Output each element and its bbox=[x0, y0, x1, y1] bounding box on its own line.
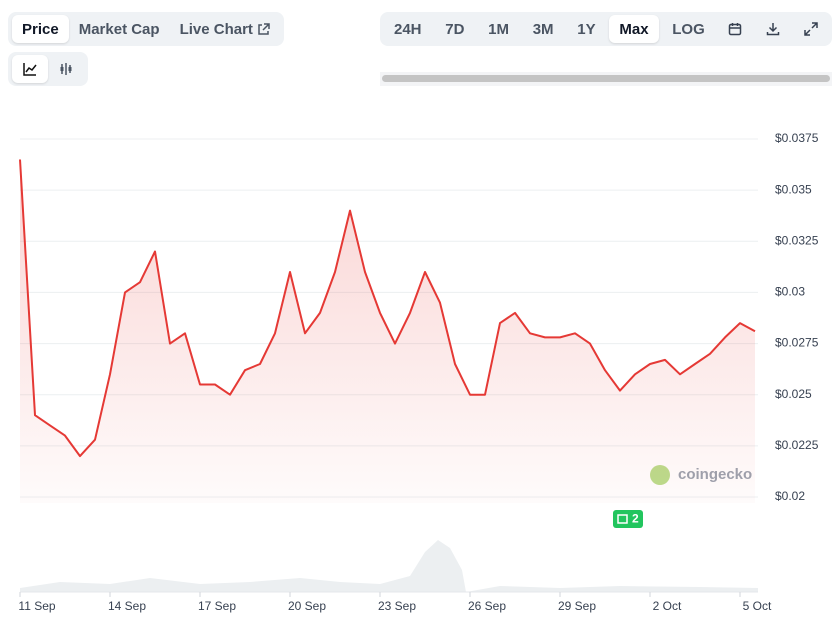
log-button[interactable]: LOG bbox=[672, 20, 705, 38]
x-tick-label: 2 Oct bbox=[653, 599, 682, 613]
expand-icon bbox=[804, 22, 818, 36]
range-button[interactable]: 1M bbox=[488, 20, 509, 38]
range-button[interactable]: 3M bbox=[532, 20, 554, 38]
calendar-icon bbox=[729, 23, 742, 36]
badge-count: 2 bbox=[632, 512, 639, 526]
grid bbox=[20, 138, 758, 498]
y-tick-label: $0.025 bbox=[775, 387, 812, 401]
x-tick-label: 20 Sep bbox=[288, 599, 326, 613]
scroll-track bbox=[380, 72, 832, 86]
news-badge: 2 bbox=[613, 510, 643, 528]
download-icon bbox=[766, 23, 780, 36]
x-tick-label: 17 Sep bbox=[198, 599, 236, 613]
y-tick-label: $0.03 bbox=[775, 285, 805, 299]
watermark-logo bbox=[650, 465, 670, 485]
line-icon bbox=[23, 63, 37, 76]
scroll-thumb[interactable] bbox=[382, 75, 830, 82]
range-group: 24H 7D 1M 3M 1Y Max LOG bbox=[380, 12, 832, 46]
range-button[interactable]: 24H bbox=[394, 20, 422, 38]
range-button[interactable]: 1Y bbox=[577, 20, 596, 38]
range-button[interactable]: Max bbox=[609, 15, 659, 43]
x-tick-label: 14 Sep bbox=[108, 599, 146, 613]
x-tick-label: 23 Sep bbox=[378, 599, 416, 613]
volume-shape bbox=[20, 540, 758, 592]
external-icon bbox=[258, 22, 270, 35]
tab-group: Price Market Cap Live Chart bbox=[8, 12, 284, 46]
range-button[interactable]: 7D bbox=[445, 20, 465, 38]
y-tick-label: $0.0275 bbox=[775, 336, 819, 350]
price-area bbox=[20, 159, 755, 503]
x-tick-label: 26 Sep bbox=[468, 599, 506, 613]
y-tick-label: $0.035 bbox=[775, 182, 812, 196]
tab-label: Live Chart bbox=[179, 20, 253, 38]
y-tick-label: $0.0375 bbox=[775, 131, 819, 145]
x-tick-label: 5 Oct bbox=[743, 599, 772, 613]
badge-icon bbox=[617, 514, 628, 524]
x-tick-label: 11 Sep bbox=[18, 599, 55, 613]
price-line bbox=[19, 159, 756, 458]
fullscreen-button[interactable] bbox=[794, 15, 828, 43]
watermark: coingecko bbox=[650, 465, 752, 485]
y-tick-label: $0.02 bbox=[775, 489, 805, 503]
download-button[interactable] bbox=[756, 15, 790, 43]
tab[interactable]: Live Chart bbox=[170, 15, 280, 43]
calendar-button[interactable] bbox=[718, 15, 752, 43]
tab[interactable]: Market Cap bbox=[78, 20, 160, 38]
tab[interactable]: Price bbox=[12, 15, 69, 43]
line-style-button[interactable] bbox=[12, 55, 48, 83]
y-tick-label: $0.0325 bbox=[775, 233, 819, 247]
candle-icon bbox=[60, 63, 72, 75]
watermark-text: coingecko bbox=[678, 466, 752, 483]
x-tick-label: 29 Sep bbox=[558, 599, 596, 613]
y-tick-label: $0.0225 bbox=[775, 438, 819, 452]
candle-style-button[interactable] bbox=[48, 55, 84, 83]
badge-bg bbox=[613, 510, 643, 528]
chart-style-group bbox=[8, 52, 88, 86]
